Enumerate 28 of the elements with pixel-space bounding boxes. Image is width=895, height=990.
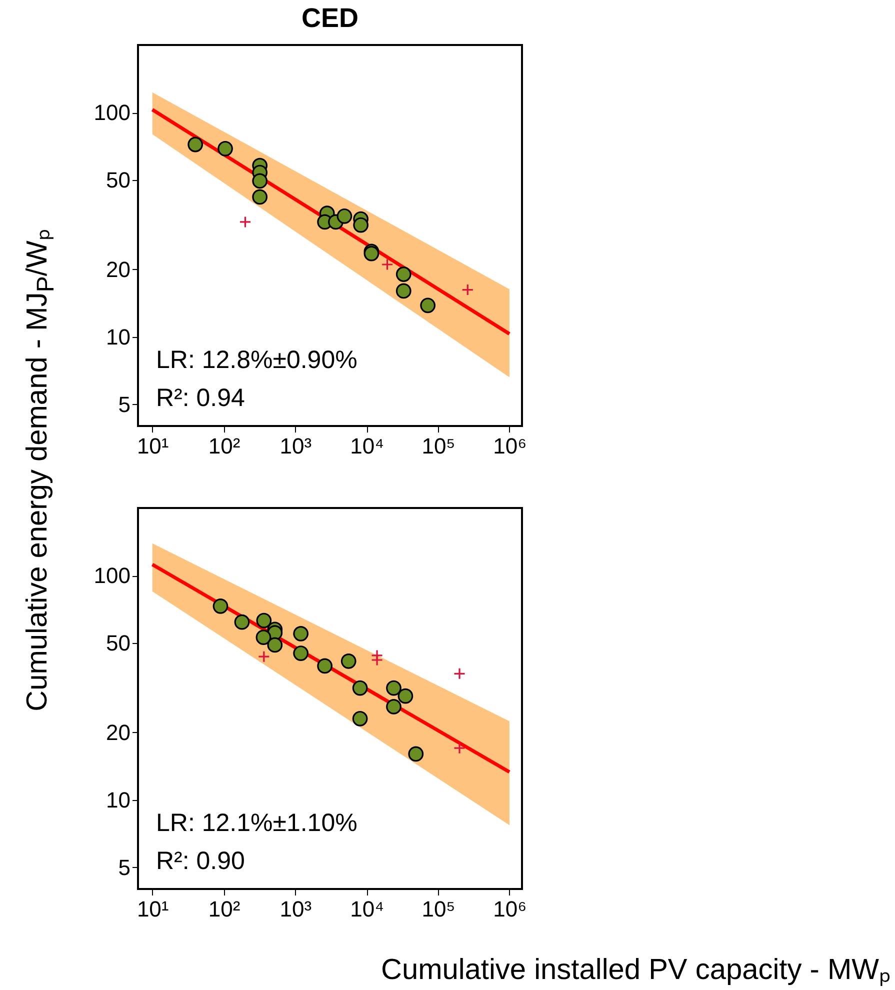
y-tick-label: 10 <box>106 787 130 812</box>
y-tick-label: 100 <box>94 100 130 126</box>
x-tick-label: 10⁴ <box>350 896 384 922</box>
x-tick-label: 10³ <box>280 434 312 458</box>
annotation: LR: 12.8%±0.90% <box>156 346 358 374</box>
y-tick-label: 20 <box>106 256 130 282</box>
y-tick-label: 50 <box>106 168 130 193</box>
annotation: LR: 12.1%±1.10% <box>156 809 358 837</box>
y-tick-label: 5 <box>118 854 130 880</box>
chart-title: CED <box>301 3 359 33</box>
y-tick-label: 50 <box>106 630 130 656</box>
x-tick-label: 10² <box>208 896 240 922</box>
x-tick-label: 10² <box>208 434 240 458</box>
x-tick-label: 10¹ <box>136 434 169 458</box>
x-tick-label: 10¹ <box>136 896 169 922</box>
annotation: R²: 0.94 <box>156 384 246 412</box>
y-tick-label: 20 <box>106 720 130 745</box>
y-tick-label: 10 <box>106 324 130 350</box>
x-tick-label: 10⁴ <box>350 434 384 458</box>
x-tick-label: 10⁶ <box>493 896 527 922</box>
annotation: R²: 0.90 <box>156 847 245 875</box>
x-tick-label: 10⁵ <box>422 896 456 922</box>
x-tick-label: 10⁶ <box>493 434 527 458</box>
x-tick-label: 10³ <box>280 896 312 922</box>
y-tick-label: 5 <box>118 392 130 417</box>
x-axis-title: Cumulative installed PV capacity - MWₚ <box>381 953 891 987</box>
x-tick-label: 10⁵ <box>422 434 456 458</box>
y-tick-label: 100 <box>94 563 130 588</box>
